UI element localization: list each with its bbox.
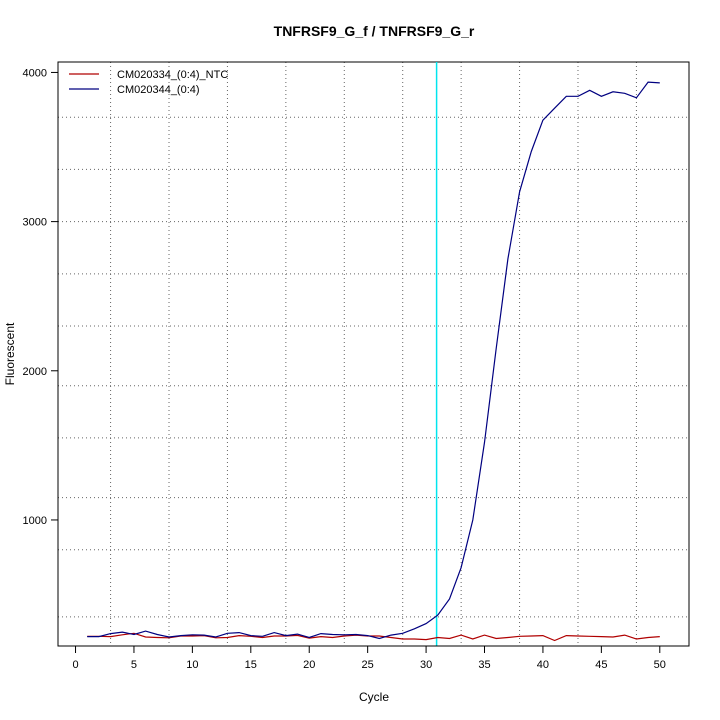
x-tick-label: 15 — [245, 659, 257, 671]
x-tick-label: 10 — [186, 659, 198, 671]
y-tick-label: 2000 — [23, 366, 47, 378]
y-tick-label: 1000 — [23, 515, 47, 527]
x-tick-label: 30 — [420, 659, 432, 671]
x-tick-label: 5 — [131, 659, 137, 671]
series-layer — [87, 81, 660, 642]
y-tick-label: 4000 — [23, 67, 47, 79]
x-axis: 0 5 10 15 20 25 30 35 40 45 50 — [72, 645, 666, 671]
y-axis: 1000 2000 3000 4000 — [23, 67, 59, 527]
x-tick-label: 20 — [303, 659, 315, 671]
legend-label-1: CM020334_(0:4)_NTC — [117, 69, 228, 81]
x-tick-label: 40 — [537, 659, 549, 671]
plot-frame — [57, 61, 690, 647]
grid — [58, 62, 689, 646]
series-line-2 — [87, 81, 660, 640]
y-axis-label: Fluorescent — [3, 322, 17, 385]
chart-title: TNFRSF9_G_f / TNFRSF9_G_r — [274, 23, 475, 39]
y-tick-label: 3000 — [23, 217, 47, 229]
x-tick-label: 50 — [654, 659, 666, 671]
legend: CM020334_(0:4)_NTC CM020344_(0:4) — [69, 69, 228, 96]
x-tick-label: 45 — [595, 659, 607, 671]
legend-label-2: CM020344_(0:4) — [117, 84, 200, 96]
x-tick-label: 0 — [72, 659, 78, 671]
x-tick-label: 25 — [362, 659, 374, 671]
x-axis-label: Cycle — [359, 690, 389, 704]
x-tick-label: 35 — [478, 659, 490, 671]
